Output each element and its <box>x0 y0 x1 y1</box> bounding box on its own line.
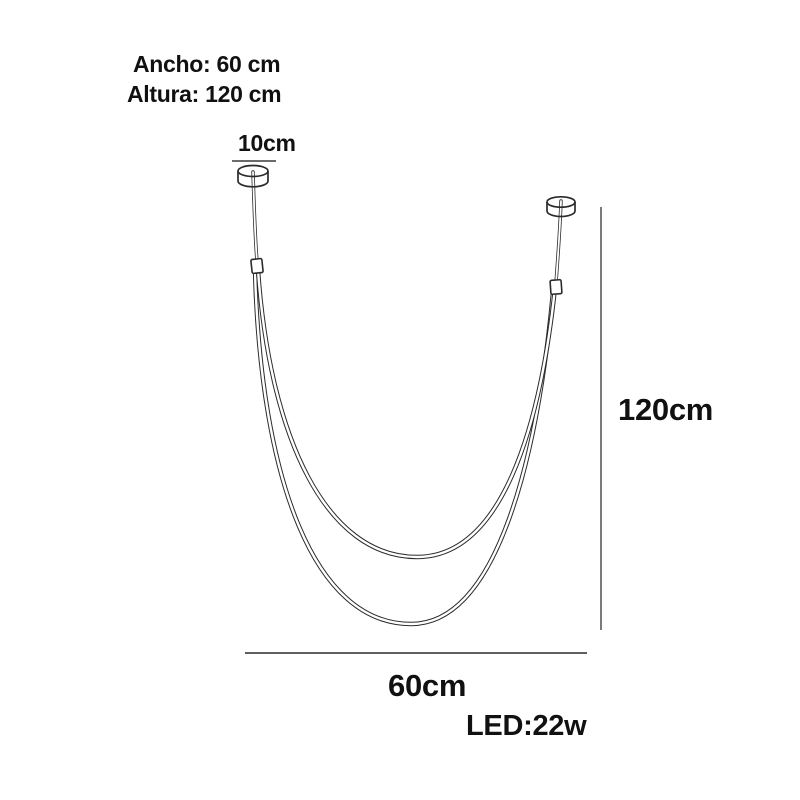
right-ceiling-canopy <box>546 195 576 218</box>
left-cable-clip <box>250 257 264 275</box>
right-cable-clip <box>549 278 563 296</box>
drop-height-label: 120cm <box>618 392 714 427</box>
spec-width-label: Ancho: 60 cm <box>133 51 281 77</box>
right-suspension-cable <box>554 199 563 285</box>
spec-height-label: Altura: 120 cm <box>127 81 282 107</box>
left-ceiling-canopy <box>237 164 269 188</box>
span-width-label: 60cm <box>388 668 467 703</box>
outer-led-tube-loop <box>252 269 556 627</box>
canopy-diameter-label: 10cm <box>238 130 296 156</box>
left-suspension-cable <box>251 170 259 263</box>
inner-led-tube-loop <box>255 267 558 560</box>
led-power-label: LED:22w <box>466 710 587 742</box>
